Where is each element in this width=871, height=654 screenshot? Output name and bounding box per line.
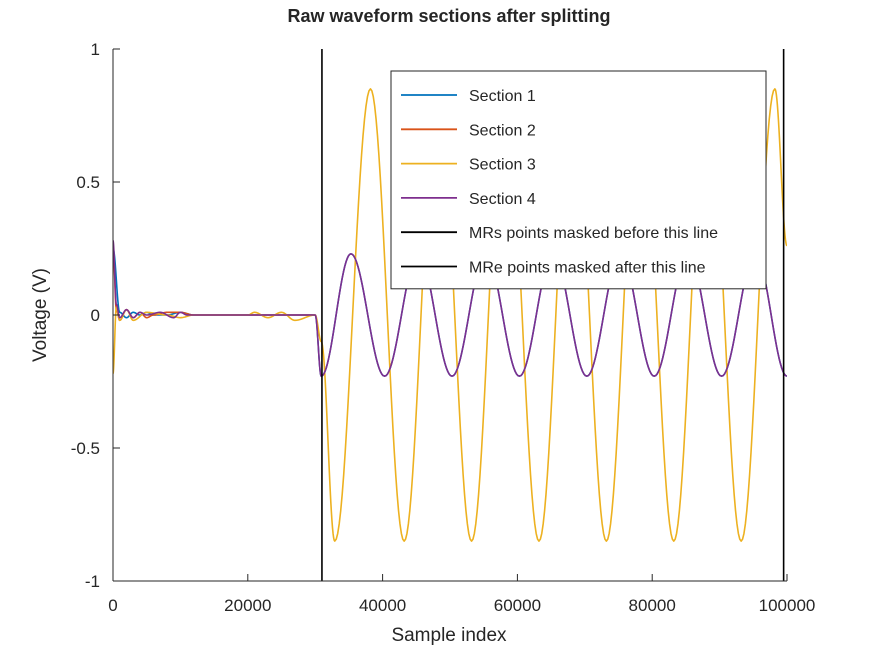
- legend-entry-label: Section 3: [469, 157, 536, 174]
- y-axis-label: Voltage (V): [30, 268, 51, 362]
- axes: 0 20000 40000 60000 80000 100000 -1 -0.5 0 0.5 1: [71, 40, 816, 615]
- series-line-2: [113, 245, 316, 322]
- legend-entry-label: Section 2: [469, 122, 536, 139]
- x-tick-label: 20000: [224, 596, 271, 615]
- x-tick-label: 60000: [494, 596, 541, 615]
- y-tick-label: -1: [85, 572, 100, 591]
- y-tick-label: 1: [91, 40, 100, 59]
- x-tick-label: 100000: [759, 596, 816, 615]
- x-tick-label: 40000: [359, 596, 406, 615]
- x-tick-label: 80000: [629, 596, 676, 615]
- y-tick-label: 0: [91, 306, 100, 325]
- chart-title: Raw waveform sections after splitting: [287, 6, 610, 26]
- legend-box: [390, 70, 767, 290]
- legend-entry-label: MRe points masked after this line: [469, 260, 706, 277]
- legend-entry-label: Section 4: [469, 191, 536, 208]
- legend-entry-label: Section 1: [469, 88, 536, 105]
- y-tick-label: 0.5: [76, 173, 100, 192]
- x-tick-label: 0: [108, 596, 117, 615]
- y-tick-label: -0.5: [71, 439, 100, 458]
- legend: Section 1 Section 2 Section 3 Section 4 MRs …: [390, 70, 767, 290]
- legend-entry-label: MRs points masked before this line: [469, 225, 718, 242]
- x-axis-label: Sample index: [391, 625, 507, 646]
